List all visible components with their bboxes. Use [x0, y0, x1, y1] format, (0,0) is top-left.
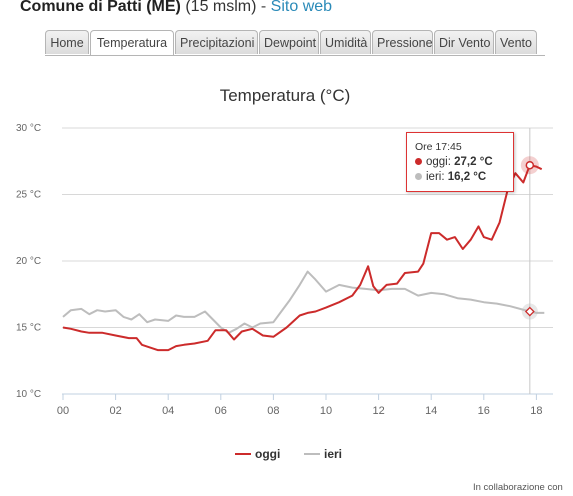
tab-precipitazioni[interactable]: Precipitazioni: [175, 30, 258, 54]
website-link[interactable]: Sito web: [270, 0, 333, 15]
y-tick-label: 15 °C: [16, 323, 41, 334]
ieri-dot-icon: [415, 173, 422, 180]
y-tick-label: 20 °C: [16, 256, 41, 267]
tab-temperatura[interactable]: Temperatura: [90, 30, 174, 56]
tooltip-ieri-name: ieri: [426, 171, 442, 183]
tab-vento[interactable]: Vento: [495, 30, 537, 54]
ieri-marker: [524, 306, 535, 317]
y-tick-label: 10 °C: [16, 389, 41, 400]
credit-text: In collaborazione con: [473, 482, 563, 493]
legend-oggi-label: oggi: [255, 447, 281, 461]
x-tick-label: 02: [109, 405, 121, 417]
tooltip-row-ieri: ieri: 16,2 °C: [415, 171, 513, 183]
tooltip-row-oggi: oggi: 27,2 °C: [415, 156, 513, 168]
tooltip-oggi-name: oggi: [426, 156, 448, 168]
y-tick-label: 30 °C: [16, 123, 41, 134]
legend-ieri-swatch-icon: [304, 453, 320, 455]
x-tick-label: 08: [267, 405, 279, 417]
x-tick-label: 10: [320, 405, 332, 417]
x-tick-label: 14: [425, 405, 437, 417]
station-header: Comune di Patti (ME) (15 mslm) - Sito we…: [20, 0, 332, 16]
tab-umidita[interactable]: Umidità: [320, 30, 371, 54]
tab-baseline: [45, 55, 545, 56]
legend-ieri-label: ieri: [324, 447, 343, 461]
legend-item-oggi[interactable]: oggi: [235, 447, 280, 461]
x-tick-label: 00: [57, 405, 69, 417]
y-tick-label: 25 °C: [16, 190, 41, 201]
station-name: Comune di Patti (ME): [20, 0, 181, 15]
tab-dewpoint[interactable]: Dewpoint: [259, 30, 319, 54]
tooltip-ieri-value: 16,2 °C: [447, 171, 487, 183]
x-tick-label: 12: [372, 405, 384, 417]
legend-oggi-swatch-icon: [235, 453, 251, 455]
station-altitude: (15 mslm): [185, 0, 257, 15]
series-line-ieri: [62, 270, 545, 334]
tooltip-oggi-value: 27,2 °C: [454, 156, 493, 168]
series-line-oggi: [62, 164, 543, 352]
x-tick-label: 16: [478, 405, 490, 417]
tooltip-time: Ore 17:45: [415, 141, 462, 153]
oggi-dot-icon: [415, 158, 422, 165]
x-tick-label: 18: [530, 405, 542, 417]
header-separator: -: [256, 0, 271, 15]
legend-item-ieri[interactable]: ieri: [304, 447, 342, 461]
x-tick-label: 06: [215, 405, 227, 417]
oggi-marker: [525, 160, 535, 170]
chart-tooltip: Ore 17:45 oggi: 27,2 °C ieri: 16,2 °C: [406, 132, 514, 192]
tab-home[interactable]: Home: [45, 30, 89, 54]
chart-title: Temperatura (°C): [220, 86, 351, 105]
tab-bar: Home Temperatura Precipitazioni Dewpoint…: [45, 30, 538, 56]
tab-dir-vento[interactable]: Dir Vento: [434, 30, 494, 54]
x-tick-label: 04: [162, 405, 174, 417]
tab-pressione[interactable]: Pressione: [372, 30, 433, 54]
